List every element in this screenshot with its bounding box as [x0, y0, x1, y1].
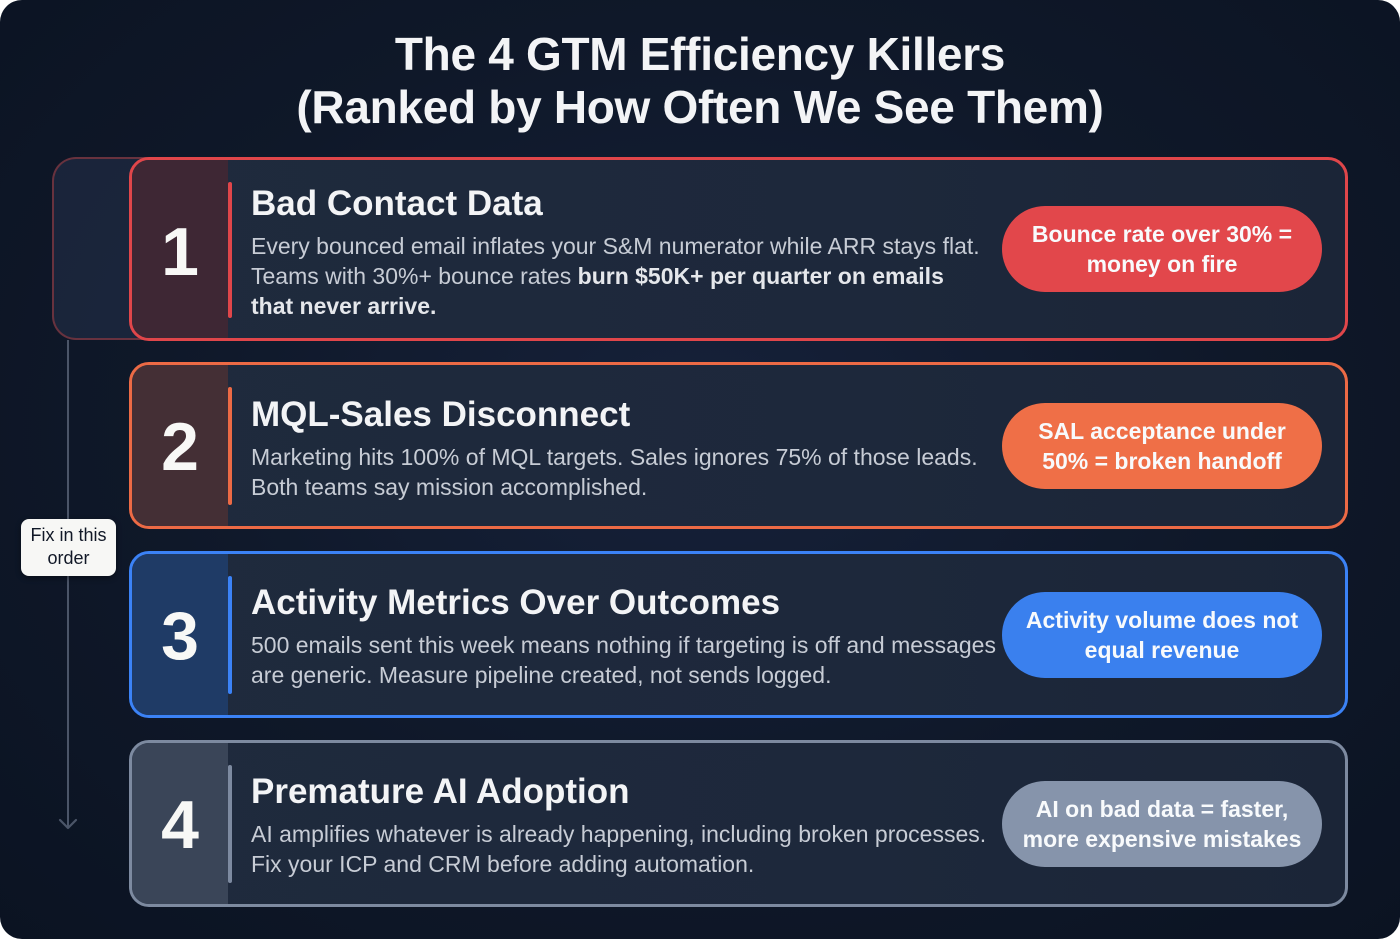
killer-card-2: 2 MQL-Sales Disconnect Marketing hits 10…	[129, 362, 1348, 529]
priority-timeline-line	[67, 340, 69, 828]
accent-bar	[228, 182, 232, 318]
killer-card-4: 4 Premature AI Adoption AI amplifies wha…	[129, 740, 1348, 907]
page-title: The 4 GTM Efficiency Killers (Ranked by …	[0, 28, 1400, 134]
rank-block: 4	[132, 743, 228, 904]
accent-bar	[228, 576, 232, 694]
card-title: MQL-Sales Disconnect	[251, 395, 631, 434]
card-description: 500 emails sent this week means nothing …	[251, 632, 996, 688]
accent-bar	[228, 765, 232, 883]
arrow-down-icon	[58, 818, 78, 830]
card-description: Marketing hits 100% of MQL targets. Sale…	[251, 444, 978, 500]
card-description: Every bounced email inflates your S&M nu…	[251, 231, 991, 321]
card-title: Bad Contact Data	[251, 184, 543, 223]
rank-number: 3	[161, 598, 199, 674]
callout-pill: SAL acceptance under 50% = broken handof…	[1002, 403, 1322, 489]
callout-pill: Activity volume does not equal revenue	[1002, 592, 1322, 678]
rank-number: 2	[161, 409, 199, 485]
title-line-1: The 4 GTM Efficiency Killers	[394, 28, 1006, 80]
accent-bar	[228, 387, 232, 505]
killer-card-3: 3 Activity Metrics Over Outcomes 500 ema…	[129, 551, 1348, 718]
card-title: Premature AI Adoption	[251, 772, 630, 811]
killer-card-1: 1 Bad Contact Data Every bounced email i…	[129, 157, 1348, 341]
description-text: Every bounced email inflates your S&M nu…	[251, 233, 980, 289]
rank-number: 4	[161, 787, 199, 863]
rank-block: 2	[132, 365, 228, 526]
fix-order-label: Fix in this order	[21, 519, 116, 576]
rank-number: 1	[161, 214, 199, 290]
card-title: Activity Metrics Over Outcomes	[251, 583, 781, 622]
callout-pill: Bounce rate over 30% = money on fire	[1002, 206, 1322, 292]
description-emphasis: burn $50K+ per quarter on emails that ne…	[251, 263, 944, 319]
title-line-2: (Ranked by How Often We See Them)	[296, 81, 1104, 133]
rank-block: 3	[132, 554, 228, 715]
callout-pill: AI on bad data = faster, more expensive …	[1002, 781, 1322, 867]
rank-block: 1	[132, 160, 228, 338]
card-description: AI amplifies whatever is already happeni…	[251, 821, 987, 877]
